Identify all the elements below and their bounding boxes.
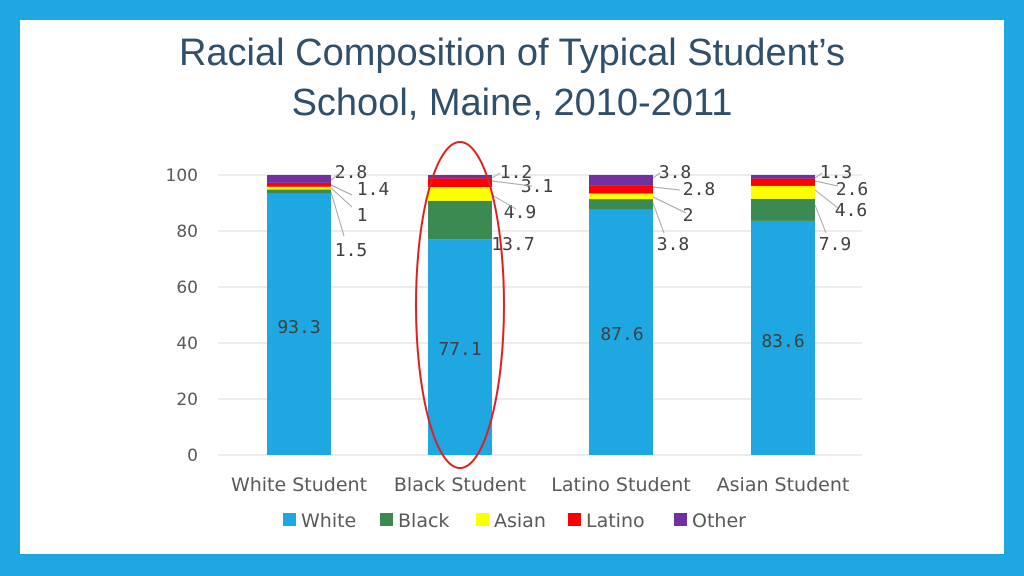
legend-swatch-other [674,513,687,526]
y-tick-label: 80 [176,222,198,242]
data-label-asian: 4.9 [504,202,537,223]
bar-segment-other [267,175,331,183]
data-label-asian: 2 [683,205,694,226]
y-tick-label: 60 [176,278,198,298]
bar-segment-asian [428,187,492,201]
bar-segment-black [751,198,815,221]
legend-label-asian: Asian [494,510,546,532]
data-label-black: 7.9 [819,234,852,255]
bar-segment-white [428,239,492,455]
data-label-white: 87.6 [600,324,643,345]
data-label-leader-line [330,187,353,208]
data-label-leader-line [814,172,823,179]
data-label-leader-line [652,172,661,179]
bar-segment-other [751,175,815,179]
data-label-black: 3.8 [657,234,690,255]
bar-segment-latino [267,182,331,187]
chart-title-line-2: School, Maine, 2010-2011 [291,82,733,124]
data-label-white: 77.1 [438,339,481,360]
legend-label-latino: Latino [586,510,645,532]
data-label-white: 93.3 [277,317,320,338]
legend-label-other: Other [692,510,746,532]
data-label-other: 2.8 [335,162,368,183]
bar-segment-other [589,175,653,186]
data-label-leader-line [491,180,533,187]
legend-swatch-asian [476,513,489,526]
y-tick-label: 0 [187,446,198,466]
bar-segment-white [267,193,331,455]
bar-segment-black [428,200,492,240]
bar-segment-asian [751,185,815,199]
data-label-latino: 1.4 [357,179,390,200]
data-label-white: 83.6 [761,331,804,352]
data-label-leader-line [652,196,687,214]
data-label-leader-line [652,202,665,234]
bar-segment-other [428,175,492,179]
x-category-label: Asian Student [717,474,850,496]
bar-segment-asian [589,193,653,200]
legend-label-black: Black [398,510,449,532]
data-label-other: 3.8 [659,162,692,183]
x-category-label: Black Student [394,474,526,496]
legend-label-white: White [301,510,356,532]
y-tick-label: 20 [176,390,198,410]
data-label-latino: 2.8 [683,179,716,200]
data-label-leader-line [814,204,827,234]
chart-title-line-1: Racial Composition of Typical Student’s [178,32,846,74]
chart-title: Racial Composition of Typical Student’s … [20,28,1004,128]
data-label-leader-line [491,194,517,210]
legend-swatch-latino [568,513,581,526]
data-label-black: 1.5 [335,240,368,261]
data-label-other: 1.3 [820,162,853,183]
data-label-latino: 3.1 [521,176,554,197]
data-label-leader-line [652,186,681,191]
data-label-other: 1.2 [500,162,533,183]
data-label-leader-line [330,184,353,196]
data-label-latino: 2.6 [836,179,869,200]
data-label-asian: 1 [357,205,368,226]
bar-segment-black [589,199,653,210]
y-tick-label: 100 [166,166,198,186]
data-label-leader-line [814,180,839,187]
data-label-leader-line [491,172,501,179]
bar-segment-black [267,189,331,194]
x-category-label: Latino Student [551,474,690,496]
data-label-black: 13.7 [491,234,534,255]
highlight-ellipse [415,141,505,469]
bar-segment-latino [428,178,492,188]
legend-swatch-white [283,513,296,526]
x-category-label: White Student [231,474,367,496]
bar-segment-latino [751,178,815,186]
data-label-asian: 4.6 [835,200,868,221]
legend-swatch-black [380,513,393,526]
bar-segment-asian [267,186,331,190]
bar-segment-white [751,220,815,455]
data-label-leader-line [330,172,341,181]
bar-segment-white [589,209,653,455]
bar-segment-latino [589,185,653,194]
data-label-leader-line [814,189,839,209]
data-label-leader-line [330,191,345,237]
y-tick-label: 40 [176,334,198,354]
